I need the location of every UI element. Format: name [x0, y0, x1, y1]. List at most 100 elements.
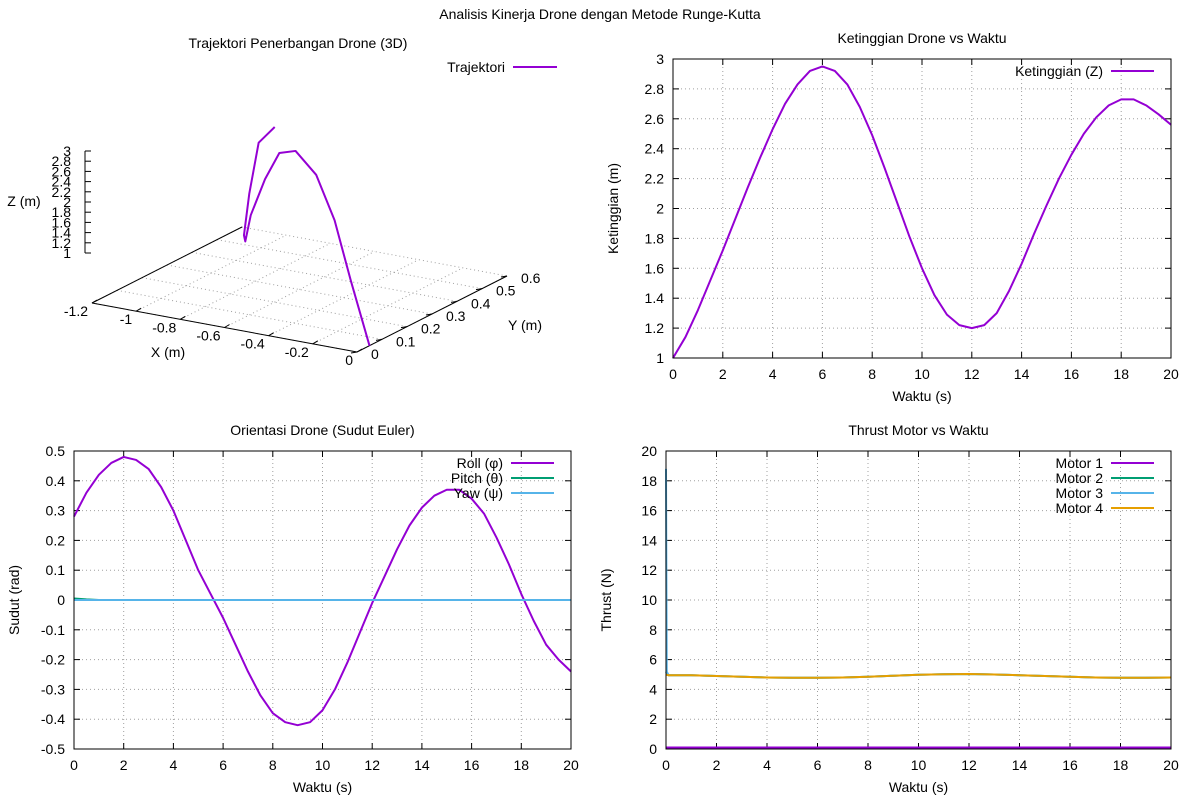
y-tick: [350, 351, 358, 354]
x-tick-label: 8: [269, 757, 277, 773]
z-tick-label: 1: [63, 245, 71, 261]
x-tick-label: 0: [669, 366, 677, 382]
y-tick-label: 0.3: [446, 308, 466, 324]
x-tick: [356, 348, 363, 353]
y-tick: [500, 275, 508, 278]
x-tick-label: 14: [1014, 366, 1030, 382]
y-tick: [475, 288, 483, 291]
plot-border: [73, 450, 572, 750]
x-tick-label: 10: [315, 757, 331, 773]
y-axis-label: Sudut (rad): [6, 565, 22, 635]
x-tick-label: 4: [170, 757, 178, 773]
legend-label: Motor 3: [1056, 485, 1104, 501]
x-tick-label: 0: [70, 757, 78, 773]
y-tick-label: 0.1: [46, 562, 66, 578]
x-tick-label: 10: [911, 757, 927, 773]
legend-label: Roll (φ): [457, 455, 503, 471]
orientation-panel: Orientasi Drone (Sudut Euler) 0 2 4 6 8 10 12 14…: [6, 422, 579, 795]
z-tick-label: 2.2: [52, 184, 72, 200]
x-tick-label: 10: [914, 366, 930, 382]
y-axis-label: Y (m): [508, 317, 542, 333]
y-tick-label: 2.6: [645, 111, 665, 127]
z-tick-label: 1.4: [52, 225, 72, 241]
series-line: [73, 455, 572, 727]
y-tick-label: -0.1: [41, 622, 65, 638]
grid-line-x: [180, 242, 331, 320]
y-tick-label: 2.2: [645, 171, 665, 187]
plot-border: [672, 58, 1172, 359]
base-edge-left: [91, 226, 243, 304]
y-axis-label: Ketinggian (m): [605, 163, 621, 254]
x-tick-label: 20: [563, 757, 579, 773]
chart-title: Ketinggian Drone vs Waktu: [837, 30, 1006, 46]
y-tick-label: 14: [641, 532, 657, 548]
z-tick-label: 2.8: [52, 153, 72, 169]
y-tick-label: -0.5: [41, 741, 65, 757]
y-tick-label: 0.1: [396, 333, 416, 349]
x-tick-label: 16: [464, 757, 480, 773]
x-tick-label: 12: [961, 757, 977, 773]
thrust-panel: Thrust Motor vs Waktu 0 2 4 6 8 10 12 14 16 18 20 0 2…: [598, 422, 1179, 795]
x-axis-label: Waktu (s): [889, 779, 948, 795]
y-tick-label: 3: [656, 51, 664, 67]
y-tick-label: 2.8: [645, 81, 665, 97]
z-tick-label: 3: [63, 143, 71, 159]
grid-line-y: [191, 251, 458, 302]
y-tick-label: 0.4: [471, 295, 491, 311]
x-tick-label: -1.2: [64, 303, 88, 319]
grid-line-y: [241, 226, 508, 277]
x-tick: [180, 315, 186, 320]
x-tick-label: 16: [1062, 757, 1078, 773]
x-tick-label: 2: [120, 757, 128, 773]
x-tick-label: 18: [1113, 366, 1129, 382]
y-tick-label: 6: [649, 652, 657, 668]
x-tick-label: 8: [868, 366, 876, 382]
x-tick-label: 2: [719, 366, 727, 382]
legend-label: Trajektori: [447, 59, 505, 75]
y-tick-label: 0.2: [421, 321, 441, 337]
z-tick-label: 1.2: [52, 235, 72, 251]
grid-line-x: [268, 259, 419, 337]
grid-line-y: [116, 289, 383, 340]
y-tick-label: -0.4: [41, 711, 65, 727]
z-tick-label: 2.6: [52, 163, 72, 179]
y-tick-label: 0.6: [521, 270, 541, 286]
trajectory-3d-panel: Trajektori Penerbangan Drone (3D) -1.2 -1 -…: [7, 35, 557, 368]
y-tick-label: 0: [371, 346, 379, 362]
y-tick-label: 1.4: [645, 290, 665, 306]
series-line: [672, 65, 1172, 359]
x-tick-label: 6: [814, 757, 822, 773]
y-tick-label: 2.4: [645, 141, 665, 157]
y-tick-label: -0.3: [41, 681, 65, 697]
x-tick: [224, 324, 230, 328]
y-tick: [400, 326, 408, 329]
x-tick-label: 16: [1064, 366, 1080, 382]
y-tick-label: 1.2: [645, 320, 665, 336]
x-tick-label: 12: [964, 366, 980, 382]
grid-line-y: [166, 264, 433, 315]
y-tick-label: 20: [641, 443, 657, 459]
x-tick: [268, 332, 274, 337]
y-tick-label: 1.6: [645, 260, 665, 276]
x-tick: [135, 307, 142, 312]
x-tick-label: 2: [713, 757, 721, 773]
chart-title: Thrust Motor vs Waktu: [848, 422, 988, 438]
y-tick-label: 10: [641, 592, 657, 608]
grid-line-y: [216, 239, 483, 290]
x-tick: [91, 299, 98, 304]
x-axis-label: Waktu (s): [293, 779, 352, 795]
y-tick: [450, 300, 458, 303]
y-tick-label: 1: [656, 350, 664, 366]
grid-line-y: [141, 277, 408, 328]
legend-label: Ketinggian (Z): [1015, 63, 1103, 79]
z-axis-label: Z (m): [7, 193, 40, 209]
y-axis-label: Thrust (N): [598, 569, 614, 632]
y-tick-label: 0.2: [46, 532, 66, 548]
z-tick-label: 2: [63, 194, 71, 210]
x-tick-label: 14: [414, 757, 430, 773]
x-tick-label: 4: [763, 757, 771, 773]
figure-title: Analisis Kinerja Drone dengan Metode Run…: [439, 6, 761, 22]
y-tick-label: 0.5: [46, 443, 66, 459]
